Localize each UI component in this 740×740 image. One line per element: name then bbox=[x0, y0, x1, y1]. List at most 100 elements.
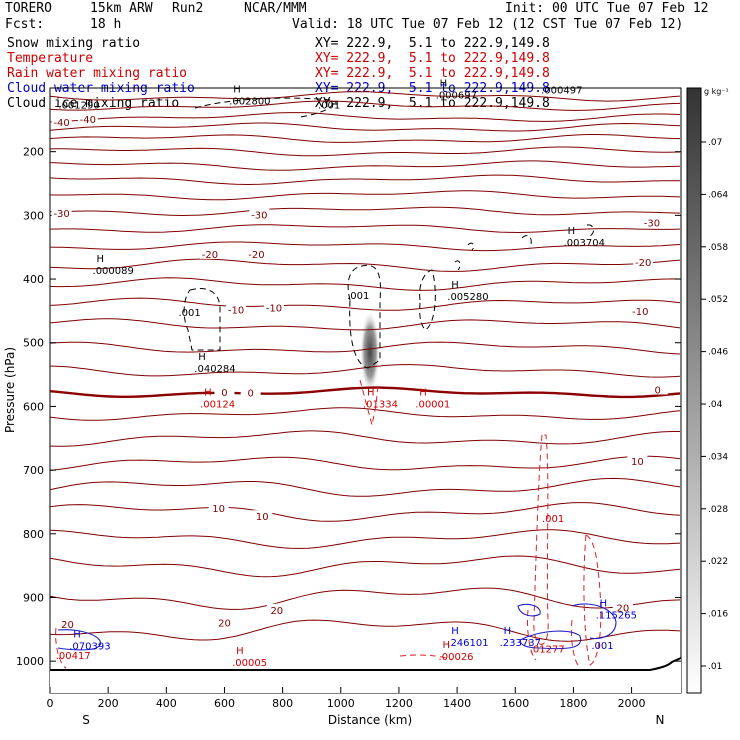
colorbar-tick-label: .052 bbox=[708, 295, 728, 305]
max-value: .00005 bbox=[232, 658, 267, 669]
temp-label: -30 bbox=[251, 210, 267, 221]
temp-label: -40 bbox=[53, 118, 69, 129]
temp-label-bg bbox=[214, 616, 235, 628]
isotherm-line bbox=[49, 555, 681, 578]
contour-label: .001 bbox=[178, 308, 200, 319]
isotherm-line bbox=[49, 174, 681, 186]
max-marker: H bbox=[97, 254, 105, 265]
temp-label: -10 bbox=[632, 307, 648, 318]
field-xy-cloud-ice: XY= 222.9, 5.1 to 222.9,149.8 bbox=[315, 96, 550, 111]
label-north: N bbox=[656, 713, 665, 727]
x-tick-label: 1200 bbox=[385, 697, 413, 710]
model-resolution: 15km ARW bbox=[90, 1, 153, 16]
model-name: TORERO bbox=[5, 1, 52, 16]
y-axis-title: Pressure (hPa) bbox=[3, 347, 17, 433]
x-tick-label: 400 bbox=[156, 697, 177, 710]
temp-label: -10 bbox=[266, 303, 282, 314]
x-tick-label: 1800 bbox=[559, 697, 587, 710]
org-label: NCAR/MMM bbox=[244, 1, 307, 16]
temp-label-bg bbox=[641, 216, 662, 228]
max-value: .000089 bbox=[93, 266, 134, 277]
max-value: .01334 bbox=[363, 400, 398, 411]
contour-label: .000497 bbox=[541, 85, 582, 96]
temp-label: 0 bbox=[655, 386, 661, 397]
isotherm-line bbox=[49, 91, 681, 102]
max-marker: H bbox=[367, 388, 375, 399]
x-tick-label: 200 bbox=[98, 697, 119, 710]
valid-time: Valid: 18 UTC Tue 07 Feb 12 (12 CST Tue … bbox=[292, 17, 684, 32]
temp-label-bg bbox=[266, 603, 287, 615]
colorbar-tick-label: .07 bbox=[708, 138, 722, 148]
isotherm-line bbox=[49, 112, 681, 123]
init-time: Init: 00 UTC Tue 07 Feb 12 bbox=[505, 1, 709, 16]
cloud-water-contours bbox=[57, 603, 617, 651]
y-tick-label: 1000 bbox=[16, 655, 44, 668]
temp-label: 10 bbox=[212, 504, 225, 515]
max-marker: H bbox=[419, 388, 427, 399]
field-name-temperature: Temperature bbox=[7, 51, 94, 66]
temp-label-bg bbox=[633, 256, 654, 268]
run-label: Run2 bbox=[172, 1, 204, 16]
rain-contours bbox=[55, 379, 602, 669]
y-tick-label: 900 bbox=[23, 591, 44, 604]
contour-label: .001 bbox=[542, 514, 564, 525]
temp-label-bg bbox=[612, 601, 633, 613]
contour-label: .001 bbox=[591, 641, 613, 652]
y-tick-label: 600 bbox=[23, 400, 44, 413]
max-marker: H bbox=[204, 388, 212, 399]
isotherm-line bbox=[49, 502, 681, 522]
colorbar-tick-label: .04 bbox=[708, 400, 723, 410]
max-marker: H bbox=[233, 84, 241, 95]
temp-label: 10 bbox=[631, 457, 644, 468]
colorbar-tick-label: .016 bbox=[708, 610, 728, 620]
max-marker: H bbox=[504, 626, 512, 637]
colorbar-tick-label: .064 bbox=[708, 190, 728, 200]
temp-label-bg bbox=[249, 208, 270, 220]
isotherm-line bbox=[49, 134, 681, 143]
temp-label-bg bbox=[627, 454, 648, 466]
max-marker: H bbox=[600, 598, 608, 609]
isotherm-line bbox=[49, 364, 681, 378]
temp-label-bg bbox=[246, 247, 267, 259]
field-xy-snow: XY= 222.9, 5.1 to 222.9,149.8 bbox=[315, 36, 550, 51]
field-name-snow: Snow mixing ratio bbox=[7, 36, 141, 51]
temp-label-bg bbox=[226, 303, 247, 315]
temp-label: 20 bbox=[616, 603, 629, 614]
temp-label: -40 bbox=[80, 115, 96, 126]
max-value: .233737 bbox=[500, 638, 541, 649]
isotherm-line bbox=[49, 100, 681, 111]
field-xy-rain: XY= 222.9, 5.1 to 222.9,149.8 bbox=[315, 66, 550, 81]
max-marker: H bbox=[73, 630, 81, 641]
max-marker: H bbox=[198, 352, 206, 363]
temp-label-bg bbox=[57, 617, 78, 629]
max-value: .002800 bbox=[229, 96, 270, 107]
isotherm-line bbox=[49, 206, 681, 217]
x-tick-label: 1600 bbox=[501, 697, 529, 710]
contour-label: .001 bbox=[347, 291, 369, 302]
temp-label: -20 bbox=[635, 258, 651, 269]
forecast-hour: 18 h bbox=[90, 17, 122, 32]
max-value: .003704 bbox=[564, 238, 605, 249]
max-value: .115265 bbox=[596, 610, 637, 621]
max-value: .040284 bbox=[194, 364, 235, 375]
isotherm-line bbox=[49, 386, 681, 399]
temp-label-bg bbox=[647, 383, 668, 395]
colorbar-tick-label: .028 bbox=[708, 505, 728, 515]
contour-label: .01277 bbox=[530, 644, 565, 655]
isotherm-line bbox=[49, 122, 681, 132]
ice-contours bbox=[183, 97, 595, 369]
snow-core bbox=[360, 310, 380, 394]
label-south: S bbox=[82, 713, 90, 727]
temp-label-bg bbox=[263, 301, 284, 313]
x-axis-title: Distance (km) bbox=[328, 713, 412, 727]
contour-label: .00417 bbox=[56, 651, 91, 662]
isotherm-line bbox=[49, 587, 681, 610]
max-value: .000697 bbox=[436, 91, 477, 102]
contour-label: .001 bbox=[318, 101, 340, 112]
field-name-rain: Rain water mixing ratio bbox=[7, 66, 188, 81]
y-tick-label: 800 bbox=[23, 528, 44, 541]
x-tick-label: 600 bbox=[214, 697, 235, 710]
x-tick-label: 0 bbox=[47, 697, 54, 710]
y-tick-label: 500 bbox=[23, 337, 44, 350]
